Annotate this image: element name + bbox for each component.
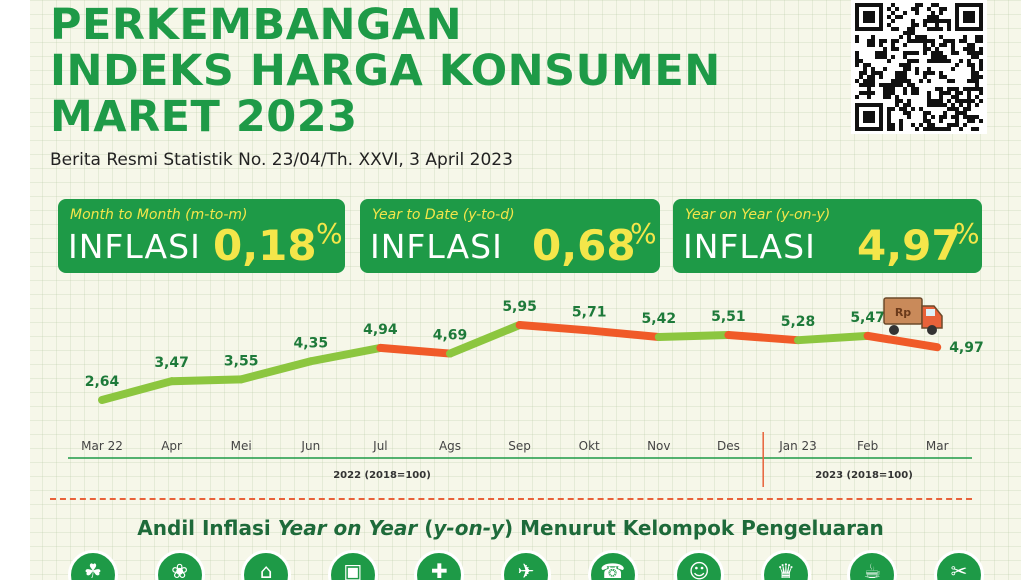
x-tick-label: Jul [372,439,387,453]
personal-care-icon-glyph: ✂ [950,559,968,580]
andil-heading: Andil Inflasi Year on Year (y-on-y) Menu… [0,516,1021,540]
recreation-icon-glyph: ☺ [688,559,710,580]
yoy-unit: % [953,217,980,250]
education-icon-glyph: ♛ [776,559,795,580]
phone-icon: ☎ [587,550,638,580]
education-icon: ♛ [760,550,811,580]
title-line-3: MARET 2023 [50,92,358,142]
inflation-yoy-box: Year on Year (y-on-y) INFLASI 4,97 % [673,199,982,273]
line-segment [237,357,315,384]
restaurant-icon: ☕ [847,550,898,580]
data-label: 5,95 [502,299,537,315]
recreation-icon: ☺ [674,550,725,580]
house-icon: ⌂ [241,550,292,580]
transport-icon-glyph: ✈ [517,559,535,580]
x-tick-label: Ags [439,439,461,453]
data-label: 4,35 [294,335,329,351]
clothing-icon-glyph: ❀ [171,559,188,580]
data-label: 5,71 [572,304,607,320]
line-segment [167,375,246,386]
clothing-icon: ❀ [154,550,205,580]
phone-icon-glyph: ☎ [600,559,626,580]
truck-label: Rp [895,306,911,319]
x-tick-label: Sep [508,439,531,453]
line-segment [724,330,802,345]
x-tick-label: Jun [300,439,320,453]
food-icon: ☘ [68,550,118,580]
mtm-value: 0,18 [213,221,317,270]
health-icon-glyph: ✚ [431,559,448,580]
data-label: 4,69 [433,328,468,344]
personal-care-icon: ✂ [934,550,984,580]
yoy-word: INFLASI [683,227,816,266]
ytd-value: 0,68 [532,221,636,270]
x-tick-label: Mei [231,439,252,453]
ytd-label: Year to Date (y-to-d) [372,207,515,223]
food-icon-glyph: ☘ [84,559,102,580]
house-icon-glyph: ⌂ [259,559,273,580]
household-icon: ▣ [327,550,378,580]
truck-icon: Rp [883,297,943,335]
year-label-2022: 2022 (2018=100) [333,470,431,481]
andil-part-3: ( [417,516,434,540]
household-icon-glyph: ▣ [343,559,363,580]
line-segment [376,343,454,358]
inflation-ytd-box: Year to Date (y-to-d) INFLASI 0,68 % [360,199,660,273]
page-subtitle: Berita Resmi Statistik No. 23/04/Th. XXV… [50,150,513,170]
x-tick-label: Okt [579,439,600,453]
section-divider [50,498,972,500]
data-label: 5,51 [711,309,746,325]
line-segment [863,331,942,352]
x-tick-label: Feb [857,439,878,453]
x-tick-label: Nov [647,439,670,453]
mtm-word: INFLASI [68,227,201,266]
andil-part-1: Andil Inflasi [137,516,278,540]
title-line-2: INDEKS HARGA KONSUMEN [50,46,721,96]
health-icon: ✚ [414,550,465,580]
yoy-inflation-line-chart: 2,64 3,47 3,55 4,35 4,94 4,69 5,95 5,71 5,42 5,51… [68,297,984,487]
line-segment [98,377,176,404]
x-tick-label: Jan 23 [778,439,817,453]
data-label: 5,42 [642,311,677,327]
transport-icon: ✈ [501,550,551,580]
line-segment [515,321,594,335]
line-segment [306,343,385,366]
data-label: 3,47 [154,355,189,371]
x-tick-label: Mar 22 [81,439,123,453]
yoy-value: 4,97 [857,221,961,270]
title-line-1: PERKEMBANGAN [50,0,463,50]
data-label: 3,55 [224,353,259,369]
inflation-mtm-box: Month to Month (m-to-m) INFLASI 0,18 % [58,199,345,273]
data-label: 2,64 [85,374,120,390]
left-margin [0,0,30,580]
page-title: PERKEMBANGAN INDEKS HARGA KONSUMEN MARET… [50,2,830,140]
mtm-label: Month to Month (m-to-m) [70,207,248,223]
restaurant-icon-glyph: ☕ [863,559,882,580]
andil-part-5: ) Menurut Kelompok Pengeluaran [504,516,884,540]
data-label: 5,47 [850,310,885,326]
yoy-label: Year on Year (y-on-y) [685,207,831,223]
qr-code-icon[interactable] [851,0,987,134]
mtm-unit: % [316,217,343,250]
line-segment [654,330,733,342]
line-segment [446,321,524,358]
data-label: 4,94 [363,322,398,338]
andil-part-2: Year on Year [277,516,418,540]
x-tick-label: Des [717,439,740,453]
year-label-2023: 2023 (2018=100) [815,470,913,481]
line-segment [585,326,663,342]
line-segment [794,331,872,345]
x-tick-label: Mar [926,439,949,453]
data-label: 5,28 [781,314,816,330]
andil-part-4: y-on-y [433,516,505,540]
data-label: 4,97 [949,340,984,356]
ytd-unit: % [630,217,657,250]
ytd-word: INFLASI [370,227,503,266]
x-tick-label: Apr [161,439,182,453]
